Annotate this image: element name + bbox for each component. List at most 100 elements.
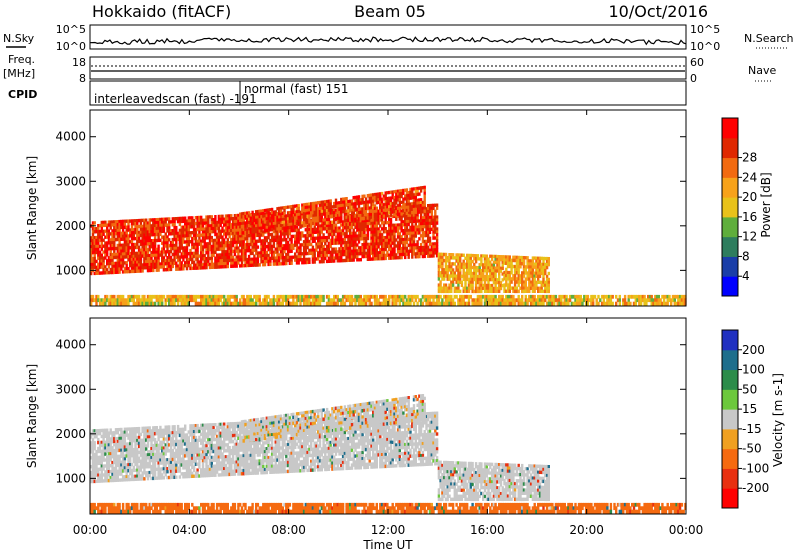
scatter-cell-band-main [314,251,316,254]
scatter-cell-ground-scatter [337,302,339,306]
scatter-cell-band-main [202,251,204,254]
scatter-cell-patch-evening [447,271,449,275]
scatter-cell-band-main [227,265,229,268]
scatter-cell-band-upper [317,222,319,225]
scatter-cell-band-main [140,260,142,263]
scatter-cell-band-upper [290,226,292,229]
scatter-cell-patch-evening [535,284,537,287]
scatter-cell-band-main [377,221,379,224]
scatter-cell-band-main [196,246,198,249]
scatter-cell-band-main [418,255,420,258]
scatter-cell-band-main [157,268,159,271]
scatter-cell-band-main [367,231,369,234]
scatter-cell-patch-evening [548,263,550,266]
scatter-cell-band-upper [400,212,402,215]
scatter-cell-band-main [397,229,399,232]
scatter-cell-band-main [356,243,358,246]
scatter-cell-band-upper [424,192,426,195]
scatter-cell-band-main [214,218,216,221]
scatter-cell-band-main [264,242,266,245]
scatter-cell-patch-evening [459,278,461,281]
scatter-cell-band-main [159,233,161,236]
scatter-cell-patch-evening [509,274,511,278]
scatter-cell-ground-scatter [521,295,523,299]
scatter-cell-band-main [292,247,294,250]
scatter-cell-band-main [431,210,433,213]
scatter-cell-ground-scatter [432,298,434,302]
scatter-cell-ground-scatter [342,298,344,302]
nsearch-tick-bottom: 10^0 [690,40,720,53]
scatter-cell-ground-scatter [351,302,353,306]
scatter-cell-ground-scatter [411,298,413,302]
scatter-cell-band-main [356,255,358,258]
scatter-cell-patch-evening [473,263,475,266]
scatter-cell-band-main [207,221,209,224]
scatter-cell-band-main [367,234,369,237]
scatter-cell-patch-evening [470,263,472,266]
scatter-cell-ground-scatter [385,295,387,299]
scatter-cell-band-upper [283,227,285,230]
scatter-cell-band-main [287,253,289,256]
scatter-cell-band-main [182,267,184,270]
scatter-cell-band-upper [418,192,420,195]
scatter-cell-band-main [244,255,246,258]
scatter-cell-band-upper [415,211,417,214]
scatter-cell-band-main [147,251,149,254]
scatter-cell-ground-scatter [223,295,225,299]
scatter-cell-band-main [200,242,202,245]
scatter-cell-band-main [406,235,408,238]
scatter-cell-patch-evening [519,265,521,269]
scatter-cell-band-main [385,227,387,230]
scatter-cell-band-main [283,250,285,253]
scatter-cell-band-main [427,246,429,249]
scatter-cell-patch-evening [464,281,466,284]
scatter-cell-band-main [120,267,122,270]
scatter-cell-ground-scatter [154,302,156,306]
scatter-cell-band-main [395,238,397,241]
scatter-cell-band-main [416,240,418,243]
scatter-cell-ground-scatter [113,295,115,299]
scatter-cell-band-main [395,218,397,221]
scatter-cell-patch-evening [503,286,505,290]
scatter-cell-band-upper [310,220,312,223]
scatter-cell-ground-scatter [370,302,372,306]
scatter-cell-band-upper [283,209,285,212]
scatter-cell-band-main [408,253,410,256]
scatter-cell-band-main [236,264,238,267]
scatter-cell-band-main [416,216,418,219]
scatter-cell-band-main [393,241,395,244]
freq-tick-top: 18 [72,56,86,69]
scatter-cell-ground-scatter [143,295,145,299]
scatter-cell-band-upper [424,198,426,201]
scatter-cell-ground-scatter [468,302,470,306]
scatter-cell-band-main [418,237,420,240]
scatter-cell-band-main [248,255,250,258]
scatter-cell-band-upper [386,214,388,217]
scatter-cell-band-upper [390,214,392,217]
scatter-cell-band-main [422,228,424,231]
scatter-cell-ground-scatter [404,295,406,299]
scatter-cell-band-upper [349,209,351,213]
scatter-cell-band-main [141,269,143,272]
scatter-cell-patch-evening [480,290,482,293]
scatter-cell-band-main [349,247,351,250]
scatter-cell-patch-evening [542,260,544,263]
scatter-cell-band-main [118,270,120,273]
scatter-cell-band-main [367,237,369,240]
scatter-cell-band-main [299,249,301,252]
scatter-cell-patch-evening [439,280,441,284]
scatter-cell-band-upper [333,220,335,224]
scatter-cell-band-main [312,246,314,249]
scatter-cell-band-main [122,258,124,261]
scatter-cell-band-main [340,235,342,238]
scatter-cell-band-main [266,251,268,254]
scatter-cell-band-main [353,258,355,261]
scatter-cell-band-main [306,237,308,240]
scatter-cell-band-main [422,237,424,240]
scatter-cell-band-main [188,237,190,240]
scatter-cell-patch-evening [461,281,463,284]
scatter-cell-band-main [381,233,383,236]
scatter-cell-band-main [228,220,230,223]
scatter-cell-band-main [285,262,287,265]
